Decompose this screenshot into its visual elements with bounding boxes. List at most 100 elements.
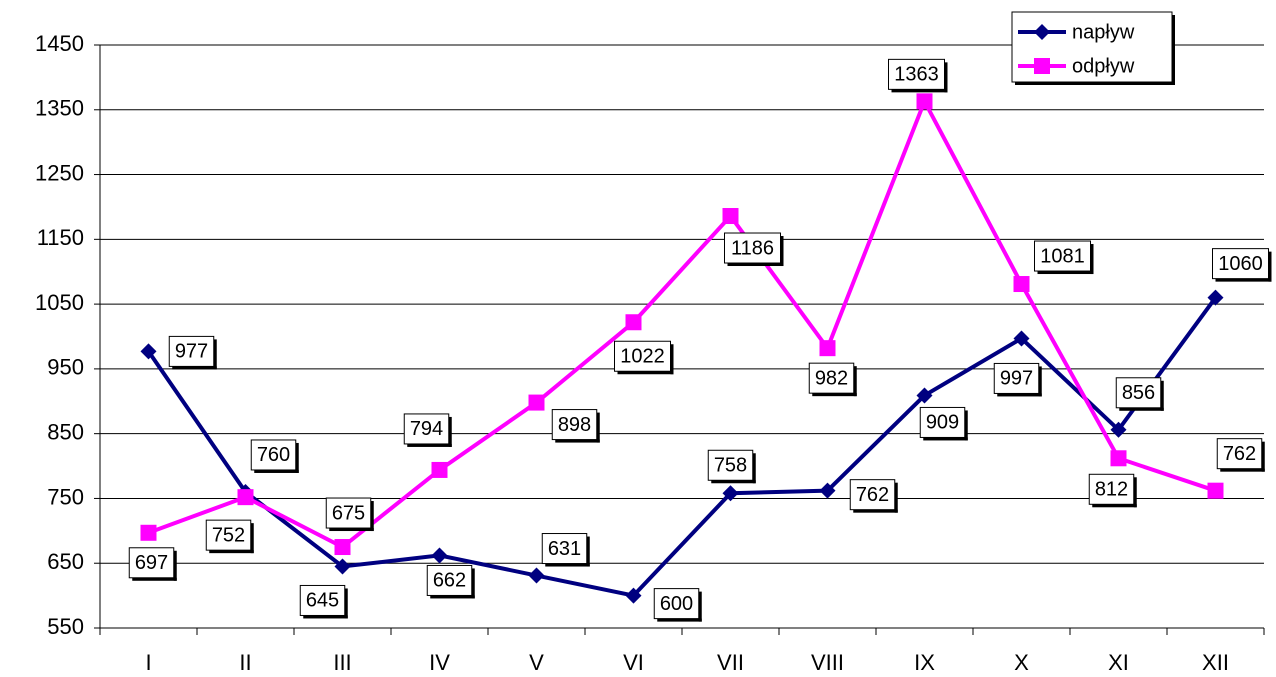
legend-label: napływ — [1072, 21, 1135, 43]
line — [147, 96, 1217, 550]
data-label-shadow — [853, 366, 857, 397]
data-label-box — [426, 564, 473, 596]
x-tick-label: IV — [429, 650, 450, 675]
y-tick-label: 1150 — [37, 225, 84, 250]
data-label-shadow — [586, 536, 590, 567]
data-label-shadow — [344, 588, 348, 619]
data-label-shadow — [698, 591, 702, 622]
y-tick-label: 1250 — [35, 160, 84, 185]
marker — [237, 489, 254, 506]
data-label-box — [551, 409, 598, 441]
data-label-shadow — [250, 523, 254, 554]
data-label: 1081 — [1040, 245, 1085, 267]
x-tick-label: XII — [1202, 650, 1229, 675]
data-label: 662 — [433, 570, 466, 592]
data-label-shadow — [812, 393, 857, 397]
data-label: 675 — [332, 502, 365, 524]
data-label-box — [250, 439, 297, 471]
marker — [1207, 289, 1224, 306]
marker — [1013, 276, 1030, 293]
data-label-shadow — [1215, 278, 1272, 282]
y-tick-label: 1050 — [35, 290, 84, 315]
marker — [1110, 421, 1127, 438]
x-tick-label: IX — [914, 650, 935, 675]
marker — [1013, 330, 1030, 347]
data-label-shadow — [254, 469, 299, 473]
data-label-shadow — [894, 482, 898, 513]
data-label-shadow — [471, 568, 475, 599]
data-label-shadow — [711, 480, 756, 484]
data-label-shadow — [303, 615, 348, 619]
legend-symbol — [1034, 24, 1050, 40]
legend: napływ odpływ — [1011, 11, 1175, 85]
data-label-shadow — [1220, 468, 1265, 472]
data-label-shadow — [1037, 271, 1094, 275]
marker — [528, 567, 545, 584]
data-label: 752 — [212, 524, 245, 546]
data-label-box — [1088, 473, 1135, 505]
marker — [625, 314, 642, 331]
data-label-shadow — [370, 501, 374, 532]
data-label: 1186 — [731, 237, 774, 259]
data-label-shadow — [1268, 251, 1272, 282]
x-tick-label: V — [529, 650, 544, 675]
data-label: 812 — [1095, 479, 1128, 501]
data-label-box — [541, 533, 588, 565]
legend-marker — [1034, 24, 1050, 40]
marker — [334, 539, 351, 556]
y-tick-label: 1350 — [35, 96, 84, 121]
legend-marker — [1034, 58, 1050, 74]
data-label: 762 — [1223, 443, 1256, 465]
data-label: 697 — [135, 552, 168, 574]
data-label-shadow — [752, 453, 756, 484]
data-label-shadow — [132, 577, 177, 581]
marker — [140, 343, 157, 360]
data-label: 982 — [815, 367, 848, 389]
data-label-shadow — [1119, 407, 1164, 411]
marker — [722, 485, 739, 502]
x-tick-label: XI — [1108, 650, 1129, 675]
data-label: 997 — [1000, 368, 1033, 390]
data-label: 1022 — [620, 346, 665, 368]
data-label-shadow — [853, 509, 898, 513]
data-label-shadow — [555, 439, 600, 443]
data-label: 977 — [175, 341, 208, 363]
data-labels: 977 760 645 662 631 600 758 762 909 997 856 1060 697… — [128, 58, 1272, 622]
y-tick-label: 750 — [47, 484, 84, 509]
marker — [1207, 482, 1224, 499]
data-label-box — [205, 519, 252, 551]
data-label-shadow — [448, 416, 452, 447]
data-label-shadow — [407, 443, 452, 447]
data-label: 762 — [856, 484, 889, 506]
data-label-box — [1115, 377, 1162, 409]
data-label-shadow — [1261, 441, 1265, 472]
marker — [431, 461, 448, 478]
y-tick-label: 1450 — [35, 31, 84, 56]
x-tick-label: VII — [717, 650, 744, 675]
data-label-shadow — [964, 410, 968, 441]
legend-shadow — [1172, 15, 1175, 85]
marker — [1110, 450, 1127, 467]
data-label-box — [614, 340, 671, 372]
marker — [916, 387, 933, 404]
y-tick-label: 850 — [47, 419, 84, 444]
y-tick-label: 550 — [47, 614, 84, 639]
data-label: 1060 — [1218, 253, 1263, 275]
x-tick-label: X — [1014, 650, 1029, 675]
data-label-shadow — [173, 550, 177, 581]
data-label: 856 — [1122, 382, 1155, 404]
data-label-shadow — [1133, 477, 1137, 508]
x-tick-label: VIII — [811, 650, 844, 675]
data-label-shadow — [944, 62, 948, 93]
marker — [916, 93, 933, 110]
data-label: 631 — [548, 538, 581, 560]
marker — [819, 340, 836, 357]
series — [140, 289, 1224, 604]
marker — [625, 587, 642, 604]
marker — [334, 558, 351, 575]
data-label-shadow — [1090, 244, 1094, 275]
y-tick-label: 950 — [47, 355, 84, 380]
data-label-shadow — [172, 366, 217, 370]
legend-label: odpływ — [1072, 55, 1135, 77]
